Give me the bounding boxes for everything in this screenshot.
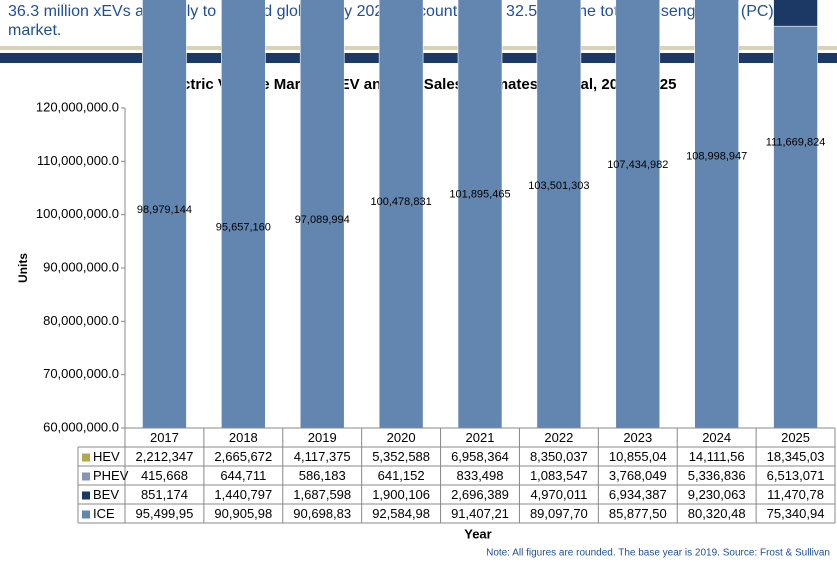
x-axis-label: Year — [464, 526, 491, 541]
legend-label: PHEV — [93, 468, 129, 483]
bar-segment — [378, 0, 424, 429]
bar-segment — [615, 0, 661, 429]
table-value: 586,183 — [299, 468, 346, 483]
x-tick-label: 2020 — [387, 430, 416, 445]
y-tick-label: 110,000,000.0 — [37, 153, 119, 168]
table-value: 89,097,70 — [530, 506, 588, 521]
table-value: 90,905,98 — [214, 506, 272, 521]
total-label: 97,089,994 — [295, 214, 350, 226]
total-label: 101,895,465 — [449, 188, 510, 200]
table-value: 2,212,347 — [136, 449, 194, 464]
table-value: 6,934,387 — [609, 487, 667, 502]
table-value: 5,336,836 — [688, 468, 746, 483]
legend-swatch — [82, 472, 90, 481]
table-value: 14,111,56 — [689, 449, 745, 464]
total-label: 98,979,144 — [137, 204, 192, 216]
total-label: 100,478,831 — [371, 196, 432, 208]
table-value: 18,345,03 — [767, 449, 825, 464]
total-label: 103,501,303 — [528, 180, 589, 192]
legend-swatch — [82, 510, 90, 519]
table-value: 80,320,48 — [688, 506, 746, 521]
x-tick-label: 2025 — [781, 430, 810, 445]
bar-segment — [773, 25, 818, 429]
x-tick-label: 2024 — [702, 430, 731, 445]
legend-label: HEV — [93, 449, 120, 464]
x-tick-label: 2023 — [623, 430, 652, 445]
x-tick-label: 2017 — [150, 430, 179, 445]
note: Note: All figures are rounded. The base … — [486, 548, 830, 559]
table-value: 91,407,21 — [451, 506, 509, 521]
bar-segment — [221, 0, 266, 429]
legend-label: BEV — [93, 487, 119, 502]
x-tick-label: 2021 — [466, 430, 495, 445]
table-value: 10,855,04 — [609, 449, 667, 464]
table-value: 641,152 — [378, 468, 425, 483]
table-value: 1,900,106 — [372, 487, 430, 502]
table-value: 1,687,598 — [293, 487, 351, 502]
table-value: 851,174 — [141, 487, 188, 502]
y-tick-label: 120,000,000.0 — [36, 99, 119, 114]
table-value: 5,352,588 — [372, 449, 430, 464]
table-value: 4,970,011 — [530, 487, 587, 502]
y-tick-label: 90,000,000.0 — [43, 259, 119, 274]
bar-segment — [773, 0, 818, 27]
table-value: 6,513,071 — [767, 468, 825, 483]
y-tick-label: 60,000,000.0 — [43, 419, 119, 434]
legend-swatch — [82, 453, 90, 462]
table-value: 2,665,672 — [214, 449, 272, 464]
table-value: 2,696,389 — [451, 487, 509, 502]
table-value: 95,499,95 — [136, 506, 194, 521]
x-tick-label: 2018 — [229, 430, 258, 445]
table-value: 6,958,364 — [451, 449, 509, 464]
total-label: 108,998,947 — [686, 151, 747, 163]
table-value: 75,340,94 — [767, 506, 825, 521]
table-value: 9,230,063 — [688, 487, 746, 502]
table-value: 85,877,50 — [609, 506, 667, 521]
table-value: 90,698,83 — [293, 506, 351, 521]
legend-label: ICE — [93, 506, 115, 521]
total-label: 111,669,824 — [766, 136, 826, 148]
total-label: 107,434,982 — [607, 159, 668, 171]
x-tick-label: 2019 — [308, 430, 337, 445]
table-value: 3,768,049 — [609, 468, 667, 483]
table-value: 1,083,547 — [530, 468, 588, 483]
table-value: 833,498 — [457, 468, 504, 483]
bar-segment — [694, 0, 739, 429]
table-value: 8,350,037 — [530, 449, 588, 464]
table-value: 92,584,98 — [372, 506, 430, 521]
x-tick-label: 2022 — [544, 430, 573, 445]
y-tick-label: 100,000,000.0 — [36, 206, 119, 221]
y-axis-label: Units — [16, 253, 30, 283]
table-value: 1,440,797 — [214, 487, 272, 502]
table-value: 11,470,78 — [767, 487, 824, 502]
total-label: 95,657,160 — [216, 222, 271, 234]
table-value: 644,711 — [220, 468, 266, 483]
bar-segment — [457, 0, 503, 429]
table-value: 4,117,375 — [294, 449, 351, 464]
bar-segment — [299, 0, 345, 429]
y-tick-label: 80,000,000.0 — [43, 313, 119, 328]
y-tick-label: 70,000,000.0 — [43, 366, 119, 381]
legend-swatch — [82, 491, 90, 500]
bar-segment — [536, 0, 582, 429]
table-value: 415,668 — [141, 468, 188, 483]
